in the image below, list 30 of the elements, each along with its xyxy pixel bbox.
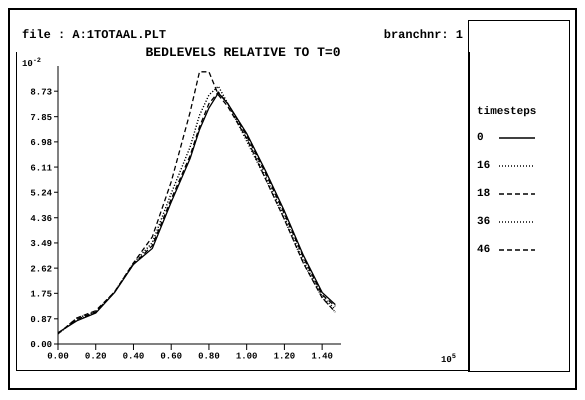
x-tick-label: 1.00 <box>236 351 258 362</box>
y-tick-label: 0.00 <box>30 340 52 350</box>
y-tick-label: 6.11 <box>30 163 53 174</box>
y-tick-label: 6.98 <box>30 138 52 148</box>
legend-label: 16 <box>477 160 492 172</box>
y-tick-label: 5.24 <box>30 188 53 198</box>
x-tick-label: 0.40 <box>122 351 144 362</box>
x-tick-label: 0.80 <box>198 351 220 362</box>
text: 10$^{5}$ <box>441 353 456 365</box>
legend-label: 46 <box>477 244 492 256</box>
x-tick-label: 0.00 <box>47 351 69 362</box>
x-tick-label: 0.20 <box>84 351 107 362</box>
text: branchnr: 1 <box>384 28 463 42</box>
y-tick-label: 3.49 <box>30 239 52 250</box>
legend-label: 18 <box>477 188 492 200</box>
legend-title: timesteps <box>477 106 538 118</box>
chart-title: BEDLEVELS RELATIVE TO T=0 <box>145 45 341 60</box>
x-tick-label: 0.60 <box>160 351 182 362</box>
legend-label: 0 <box>477 132 485 144</box>
x-tick-label: 1.40 <box>311 351 333 362</box>
y-tick-label: 1.75 <box>30 290 52 300</box>
y-tick-label: 8.73 <box>30 87 52 98</box>
y-tick-label: 2.62 <box>30 264 52 274</box>
y-tick-label: 0.87 <box>30 315 52 325</box>
x-tick-label: 1.20 <box>274 351 296 362</box>
y-tick-label: 4.36 <box>30 214 52 224</box>
text: 10$^{-2}$ <box>22 57 41 69</box>
text: file : A:1TOTAAL.PLT <box>22 28 166 42</box>
y-tick-label: 7.85 <box>30 112 52 123</box>
legend-label: 36 <box>477 216 492 228</box>
